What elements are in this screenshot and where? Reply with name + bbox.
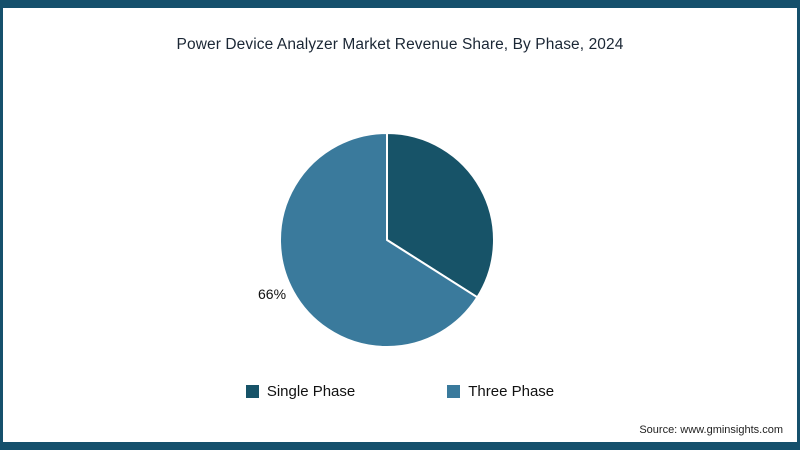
legend-swatch-three-phase (447, 385, 461, 398)
pie-data-label: 66% (258, 286, 287, 302)
legend-swatch-single-phase (245, 385, 259, 398)
legend-label-three-phase: Three Phase (468, 383, 555, 400)
legend-item-three-phase: Three Phase (447, 383, 554, 400)
pie-chart-svg (279, 132, 495, 348)
legend-item-single-phase: Single Phase (245, 383, 356, 400)
pie-slice-three-phase (279, 132, 479, 348)
legend-label-single-phase: Single Phase (266, 383, 356, 400)
chart-title: Power Device Analyzer Market Revenue Sha… (176, 36, 624, 53)
legend: Single Phase Three Phase (3, 383, 797, 400)
pie-chart (265, 118, 509, 362)
source-attribution: Source: www.gminsights.com (639, 424, 783, 436)
